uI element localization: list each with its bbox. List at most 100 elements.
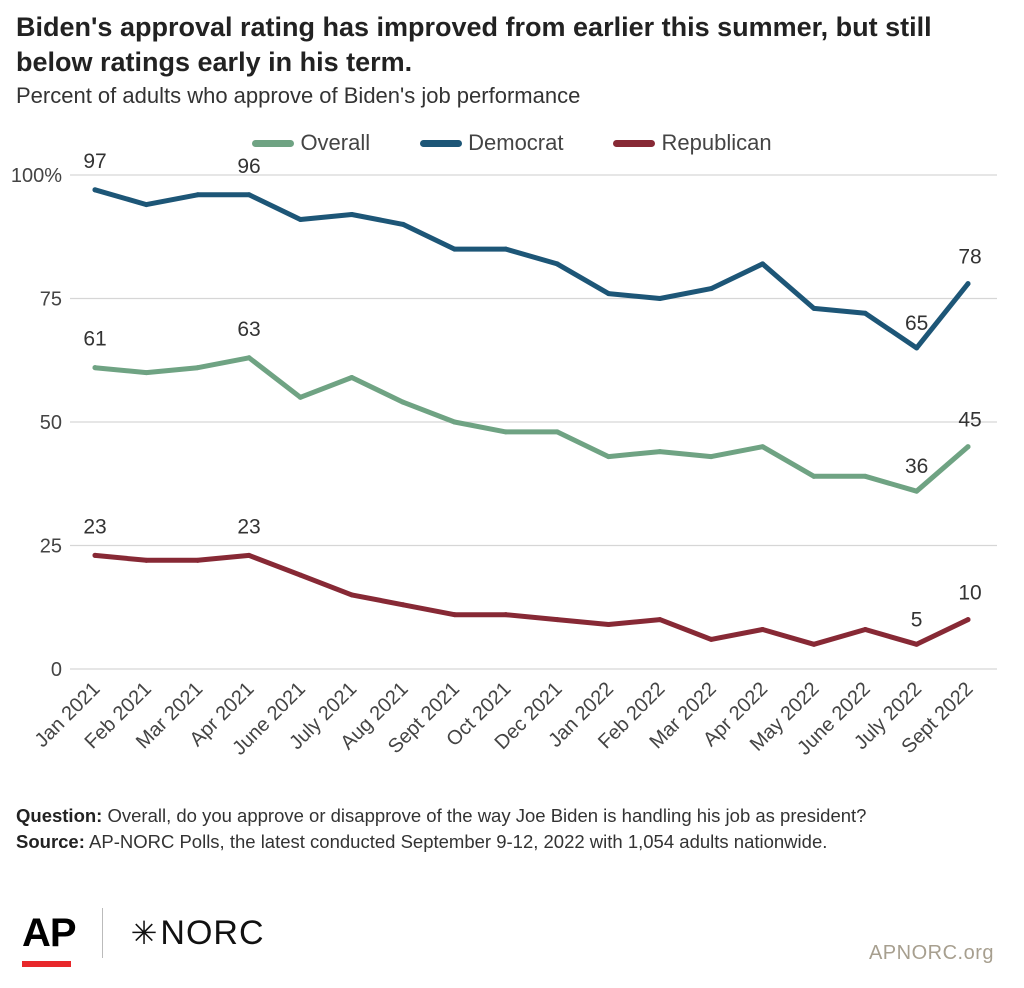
data-label: 10 xyxy=(958,582,981,605)
ap-logo: AP xyxy=(22,911,77,967)
footer-notes: Question: Overall, do you approve or dis… xyxy=(16,803,1006,855)
data-label: 65 xyxy=(905,312,928,335)
data-point-republican xyxy=(657,617,663,623)
data-point-republican xyxy=(862,626,868,632)
legend-label-democrat: Democrat xyxy=(468,130,564,155)
data-point-democrat xyxy=(606,291,612,297)
y-tick-label: 25 xyxy=(40,536,62,558)
data-point-overall xyxy=(451,419,457,425)
data-label: 61 xyxy=(83,328,106,351)
data-point-democrat xyxy=(760,261,766,267)
data-point-democrat xyxy=(862,310,868,316)
legend-label-overall: Overall xyxy=(300,130,371,155)
y-tick-label: 75 xyxy=(40,289,62,311)
data-point-overall xyxy=(554,429,560,435)
data-point-democrat xyxy=(246,192,252,198)
source-note: Source: AP-NORC Polls, the latest conduc… xyxy=(16,829,1006,855)
series-line-republican xyxy=(92,552,971,647)
data-point-democrat xyxy=(349,212,355,218)
data-point-overall xyxy=(143,370,149,376)
data-point-overall xyxy=(811,473,817,479)
legend-swatch-republican xyxy=(613,139,656,147)
y-tick-label: 100% xyxy=(11,165,62,187)
data-point-democrat xyxy=(965,281,971,287)
data-point-democrat xyxy=(503,246,509,252)
data-label: 23 xyxy=(237,515,260,538)
legend-item-republican: Republican xyxy=(613,130,772,156)
norc-logo: ✳ NORC xyxy=(131,914,265,953)
data-point-democrat xyxy=(914,345,920,351)
data-point-republican xyxy=(349,592,355,598)
y-tick-label: 50 xyxy=(40,412,62,434)
y-tick-label: 0 xyxy=(51,659,62,681)
data-point-republican xyxy=(503,612,509,618)
source-text: AP-NORC Polls, the latest conducted Sept… xyxy=(84,831,828,852)
question-text: Overall, do you approve or disapprove of… xyxy=(102,805,867,826)
data-point-republican xyxy=(914,641,920,647)
data-label: 78 xyxy=(958,246,981,269)
legend-item-overall: Overall xyxy=(252,130,370,156)
chart-subtitle: Percent of adults who approve of Biden's… xyxy=(16,83,581,108)
data-point-overall xyxy=(503,429,509,435)
data-point-democrat xyxy=(297,216,303,222)
data-point-republican xyxy=(606,622,612,628)
data-label: 45 xyxy=(958,409,981,432)
norc-logo-text: NORC xyxy=(160,913,265,952)
data-point-democrat xyxy=(657,296,663,301)
data-point-republican xyxy=(451,612,457,618)
data-label: 63 xyxy=(237,318,260,341)
question-note: Question: Overall, do you approve or dis… xyxy=(16,803,1006,829)
data-point-overall xyxy=(862,473,868,479)
data-point-overall xyxy=(914,488,920,494)
data-label: 96 xyxy=(237,155,260,178)
data-label: 36 xyxy=(905,455,928,478)
series-line-overall xyxy=(92,355,971,494)
data-point-democrat xyxy=(451,246,457,252)
data-point-overall xyxy=(246,355,252,361)
data-point-democrat xyxy=(708,286,714,292)
data-point-republican xyxy=(195,557,201,563)
norc-star-icon: ✳ xyxy=(130,915,159,951)
data-point-democrat xyxy=(554,261,560,267)
data-point-democrat xyxy=(92,187,98,193)
data-point-republican xyxy=(143,557,149,563)
data-point-republican xyxy=(554,617,560,623)
series-line-democrat xyxy=(92,187,971,351)
chart-title: Biden's approval rating has improved fro… xyxy=(16,12,932,77)
data-point-overall xyxy=(92,365,98,371)
data-point-republican xyxy=(811,641,817,647)
data-point-republican xyxy=(708,636,714,642)
data-point-overall xyxy=(657,449,663,455)
data-point-republican xyxy=(400,602,406,608)
question-label: Question: xyxy=(16,805,103,826)
data-point-overall xyxy=(297,394,303,400)
data-point-democrat xyxy=(195,192,201,198)
data-label: 23 xyxy=(83,515,106,538)
data-point-democrat xyxy=(143,202,149,208)
source-label: Source: xyxy=(16,831,85,852)
data-point-overall xyxy=(760,444,766,450)
data-point-overall xyxy=(195,365,201,371)
legend-item-democrat: Democrat xyxy=(420,130,563,156)
data-point-overall xyxy=(606,454,612,460)
data-point-republican xyxy=(965,617,971,623)
data-point-democrat xyxy=(400,221,406,227)
data-point-republican xyxy=(760,626,766,632)
legend-swatch-overall xyxy=(252,139,295,147)
data-point-democrat xyxy=(811,305,817,311)
data-label: 97 xyxy=(83,150,106,173)
data-point-republican xyxy=(92,552,98,558)
data-point-overall xyxy=(708,454,714,460)
data-label: 5 xyxy=(911,608,923,631)
data-point-overall xyxy=(349,375,355,381)
logos: AP ✳ NORC xyxy=(22,908,265,967)
ap-logo-bar xyxy=(22,961,71,967)
data-point-republican xyxy=(297,572,303,578)
ap-logo-text: AP xyxy=(22,911,77,955)
data-point-overall xyxy=(965,444,971,450)
logo-divider xyxy=(101,908,103,958)
site-link[interactable]: APNORC.org xyxy=(868,942,994,964)
data-point-overall xyxy=(400,399,406,405)
chart-legend: Overall Democrat Republican xyxy=(0,130,1024,156)
